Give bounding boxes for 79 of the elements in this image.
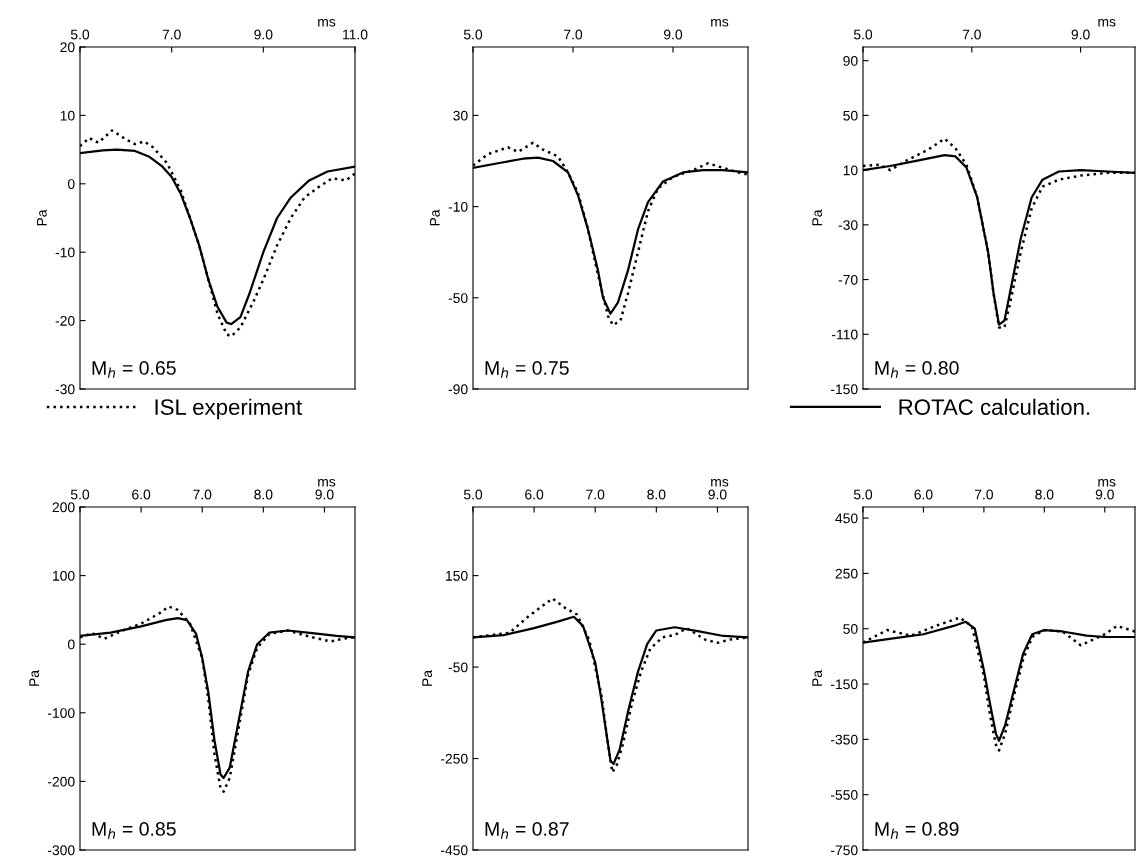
- y-tick-label: 150: [446, 570, 468, 581]
- x-axis-title: ms: [318, 478, 336, 487]
- x-tick-label: 6.0: [132, 489, 151, 500]
- y-tick-label: 100: [53, 570, 75, 581]
- x-axis-title: ms: [1098, 478, 1116, 487]
- y-tick-label: 20: [60, 42, 75, 53]
- annotation: M$_{h}$ = 0.65: [92, 361, 176, 378]
- x-tick-label: 5.0: [463, 489, 483, 500]
- y-tick-label: -350: [830, 734, 858, 745]
- y-tick-label: 250: [835, 568, 858, 579]
- y-tick-label: -550: [830, 790, 858, 800]
- x-tick-label: 5.0: [853, 29, 873, 40]
- y-tick-label: 50: [843, 624, 858, 634]
- x-tick-label: 7.0: [564, 29, 583, 40]
- x-tick-label: 5.0: [463, 29, 483, 40]
- y-tick-label: 50: [843, 110, 858, 121]
- x-tick-label: 9.0: [1071, 29, 1090, 40]
- y-tick-label: 450: [835, 513, 858, 524]
- x-tick-label: 7.0: [193, 489, 212, 500]
- x-tick-label: 11.0: [343, 29, 368, 40]
- x-tick-label: 7.0: [962, 29, 981, 40]
- y-tick-label: 10: [60, 110, 75, 121]
- y-tick-label: -200: [47, 776, 75, 787]
- x-tick-label: 7.0: [162, 29, 181, 40]
- x-tick-label: 7.0: [974, 489, 993, 500]
- y-tick-label: -150: [830, 679, 858, 690]
- x-tick-label: 6.0: [525, 489, 544, 500]
- x-axis-title: ms: [318, 18, 336, 27]
- x-tick-label: 8.0: [254, 489, 273, 500]
- y-tick-label: -30: [55, 384, 75, 395]
- y-tick-label: 200: [52, 502, 75, 513]
- x-tick-label: 9.0: [1095, 489, 1114, 500]
- annotation: M$_{h}$ = 0.89: [875, 822, 959, 839]
- y-tick-label: 90: [843, 56, 858, 66]
- x-axis-title: ms: [711, 18, 729, 27]
- y-tick-label: -50: [448, 293, 468, 303]
- y-axis-title: Pa: [812, 209, 823, 226]
- x-tick-label: 9.0: [664, 29, 683, 40]
- y-tick-label: 30: [453, 110, 468, 121]
- y-tick-label: -50: [448, 662, 468, 673]
- x-tick-label: 7.0: [586, 489, 605, 500]
- y-tick-label: -100: [47, 708, 75, 718]
- annotation: M$_{h}$ = 0.80: [875, 361, 959, 378]
- legend-label: ROTAC calculation.: [899, 398, 1090, 415]
- legend-label: ISL experiment: [155, 398, 302, 420]
- y-tick-label: -10: [448, 201, 468, 212]
- x-tick-label: 9.0: [708, 489, 727, 500]
- annotation: M$_{h}$ = 0.87: [485, 822, 569, 839]
- y-tick-label: -70: [838, 274, 858, 285]
- y-tick-label: -10: [55, 247, 75, 258]
- x-axis-title: ms: [711, 478, 729, 487]
- y-tick-label: -110: [831, 329, 858, 340]
- y-tick-label: 10: [843, 165, 858, 176]
- y-axis-title: Pa: [37, 209, 47, 226]
- x-tick-label: 6.0: [914, 489, 933, 500]
- x-tick-label: 5.0: [70, 29, 90, 40]
- x-tick-label: 9.0: [315, 489, 334, 500]
- y-tick-label: 0: [67, 179, 75, 189]
- y-axis-title: Pa: [812, 670, 823, 686]
- y-tick-label: -250: [440, 753, 468, 764]
- x-tick-label: 8.0: [647, 489, 666, 500]
- y-tick-label: -90: [448, 384, 468, 395]
- x-axis-title: ms: [1098, 18, 1116, 27]
- annotation: M$_{h}$ = 0.75: [485, 361, 569, 378]
- y-axis-title: Pa: [422, 670, 433, 686]
- annotation: M$_{h}$ = 0.85: [92, 822, 176, 839]
- y-tick-label: -450: [440, 845, 468, 856]
- y-tick-label: -30: [838, 220, 858, 231]
- y-tick-label: -750: [830, 845, 858, 856]
- y-tick-label: 0: [67, 639, 75, 650]
- y-tick-label: -150: [830, 384, 858, 395]
- x-tick-label: 5.0: [70, 489, 90, 500]
- x-tick-label: 9.0: [254, 29, 273, 40]
- y-tick-label: -20: [55, 315, 75, 326]
- x-tick-label: 8.0: [1035, 489, 1054, 500]
- y-axis-title: Pa: [29, 670, 40, 686]
- x-tick-label: 5.0: [853, 489, 873, 500]
- y-tick-label: -300: [47, 845, 75, 856]
- y-axis-title: Pa: [430, 209, 440, 226]
